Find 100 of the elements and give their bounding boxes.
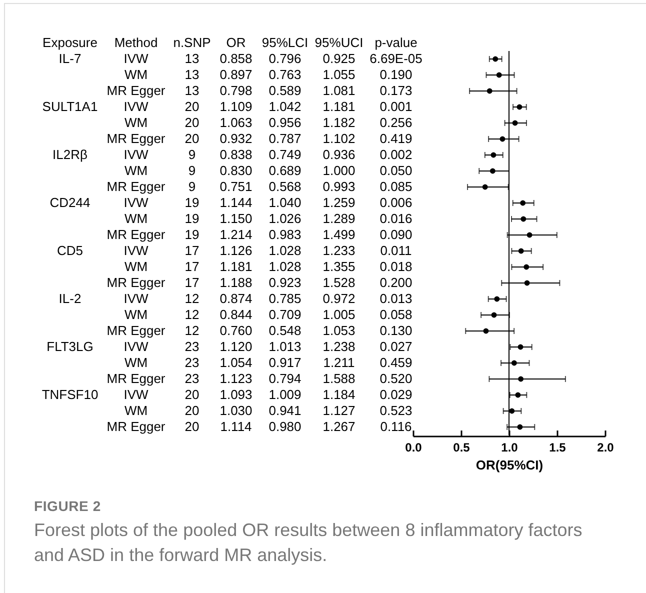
text: WM — [124, 163, 148, 178]
text: WM — [124, 115, 148, 130]
text: 1.528 — [322, 275, 356, 290]
text: WM — [124, 211, 148, 226]
text: 1.233 — [322, 243, 356, 258]
text: 1.040 — [268, 195, 302, 210]
text: 1.144 — [220, 195, 252, 210]
text: 1.181 — [322, 99, 356, 114]
text: 0.085 — [380, 179, 412, 194]
text: 17 — [184, 275, 200, 290]
text: IVW — [124, 243, 148, 258]
text: 0.001 — [380, 99, 412, 114]
text: 0.932 — [220, 131, 252, 146]
text: WM — [124, 307, 148, 322]
text: 0.956 — [268, 115, 302, 130]
text: 1.182 — [322, 115, 356, 130]
text: MR Egger — [106, 131, 166, 146]
text: WM — [124, 259, 148, 274]
text: 1.081 — [322, 83, 356, 98]
text: 1.120 — [220, 339, 252, 354]
text: IVW — [124, 51, 148, 66]
text: IL-7 — [58, 51, 82, 66]
text: 0.798 — [220, 83, 252, 98]
text: 0.090 — [380, 227, 412, 242]
x-tick-label: 0.0 — [405, 440, 422, 454]
text: 0.523 — [380, 403, 412, 418]
text: 1.026 — [268, 211, 302, 226]
text: 0.874 — [220, 291, 252, 306]
text: 1.009 — [268, 387, 302, 402]
text: IVW — [124, 147, 148, 162]
text: IL2Rβ — [52, 147, 88, 162]
text: 1.028 — [268, 243, 302, 258]
text: 0.173 — [380, 83, 412, 98]
text: FLT3LG — [46, 339, 94, 354]
text: 20 — [184, 99, 200, 114]
x-tick-label: 0.5 — [453, 440, 470, 454]
text: 0.917 — [268, 355, 302, 370]
text: 0.858 — [220, 51, 252, 66]
category-label: Exposure — [42, 35, 98, 50]
text: IVW — [124, 387, 148, 402]
text: 1.042 — [268, 99, 302, 114]
text: 0.002 — [380, 147, 412, 162]
text: 20 — [184, 131, 200, 146]
text: 0.785 — [268, 291, 302, 306]
x-axis-title: OR(95%CI) — [476, 458, 544, 472]
text: 23 — [184, 355, 200, 370]
text: IL-2 — [58, 291, 82, 306]
text: 0.029 — [380, 387, 412, 402]
text: 0.050 — [380, 163, 412, 178]
text: MR Egger — [106, 419, 166, 434]
text: 0.013 — [380, 291, 412, 306]
text: 0.689 — [268, 163, 302, 178]
text: 0.794 — [268, 371, 302, 386]
text: 9 — [188, 179, 196, 194]
text: 1.289 — [322, 211, 356, 226]
text: 1.123 — [220, 371, 252, 386]
text: 0.993 — [322, 179, 356, 194]
text: 0.058 — [380, 307, 412, 322]
text: 0.830 — [220, 163, 252, 178]
text: 9 — [188, 147, 196, 162]
text: 0.844 — [220, 307, 252, 322]
text: MR Egger — [106, 227, 166, 242]
category-label: p-value — [374, 35, 418, 50]
text: MR Egger — [106, 83, 166, 98]
category-label: 95%LCI — [262, 35, 308, 50]
text: 20 — [184, 115, 200, 130]
text: 1.214 — [220, 227, 252, 242]
text: 1.054 — [220, 355, 252, 370]
category-label: 95%UCI — [314, 35, 364, 50]
text: 1.102 — [322, 131, 356, 146]
text: 0.980 — [268, 419, 302, 434]
category-label: n.SNP — [173, 35, 211, 50]
text: 12 — [184, 291, 200, 306]
text: 1.238 — [322, 339, 356, 354]
text: 0.897 — [220, 67, 252, 82]
text: 0.972 — [322, 291, 356, 306]
text: TNFSF10 — [42, 387, 98, 402]
text: MR Egger — [106, 275, 166, 290]
text: 20 — [184, 403, 200, 418]
text: 1.355 — [322, 259, 356, 274]
text: 0.760 — [220, 323, 252, 338]
text: 0.941 — [268, 403, 302, 418]
text: 23 — [184, 371, 200, 386]
text: 13 — [184, 67, 200, 82]
text: 1.053 — [322, 323, 356, 338]
text: 1.150 — [220, 211, 252, 226]
text: 1.005 — [322, 307, 356, 322]
text: 1.188 — [220, 275, 252, 290]
text: 1.114 — [220, 419, 252, 434]
text: 1.109 — [220, 99, 252, 114]
text: 1.030 — [220, 403, 252, 418]
text: 6.69E-05 — [370, 51, 422, 66]
text: 1.211 — [323, 355, 355, 370]
text: 9 — [188, 163, 196, 178]
caption: FIGURE 2 — [34, 498, 101, 514]
text: 0.011 — [380, 243, 412, 258]
text: IVW — [124, 291, 148, 306]
text: 19 — [184, 195, 200, 210]
text: WM — [124, 355, 148, 370]
x-tick-label: 1.5 — [549, 440, 566, 454]
